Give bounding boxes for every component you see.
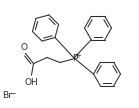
Text: +: +: [75, 52, 81, 59]
Text: Br: Br: [3, 91, 12, 101]
Text: P: P: [72, 53, 77, 63]
Text: O: O: [21, 43, 28, 52]
Text: −: −: [9, 89, 16, 98]
Text: OH: OH: [24, 78, 38, 87]
